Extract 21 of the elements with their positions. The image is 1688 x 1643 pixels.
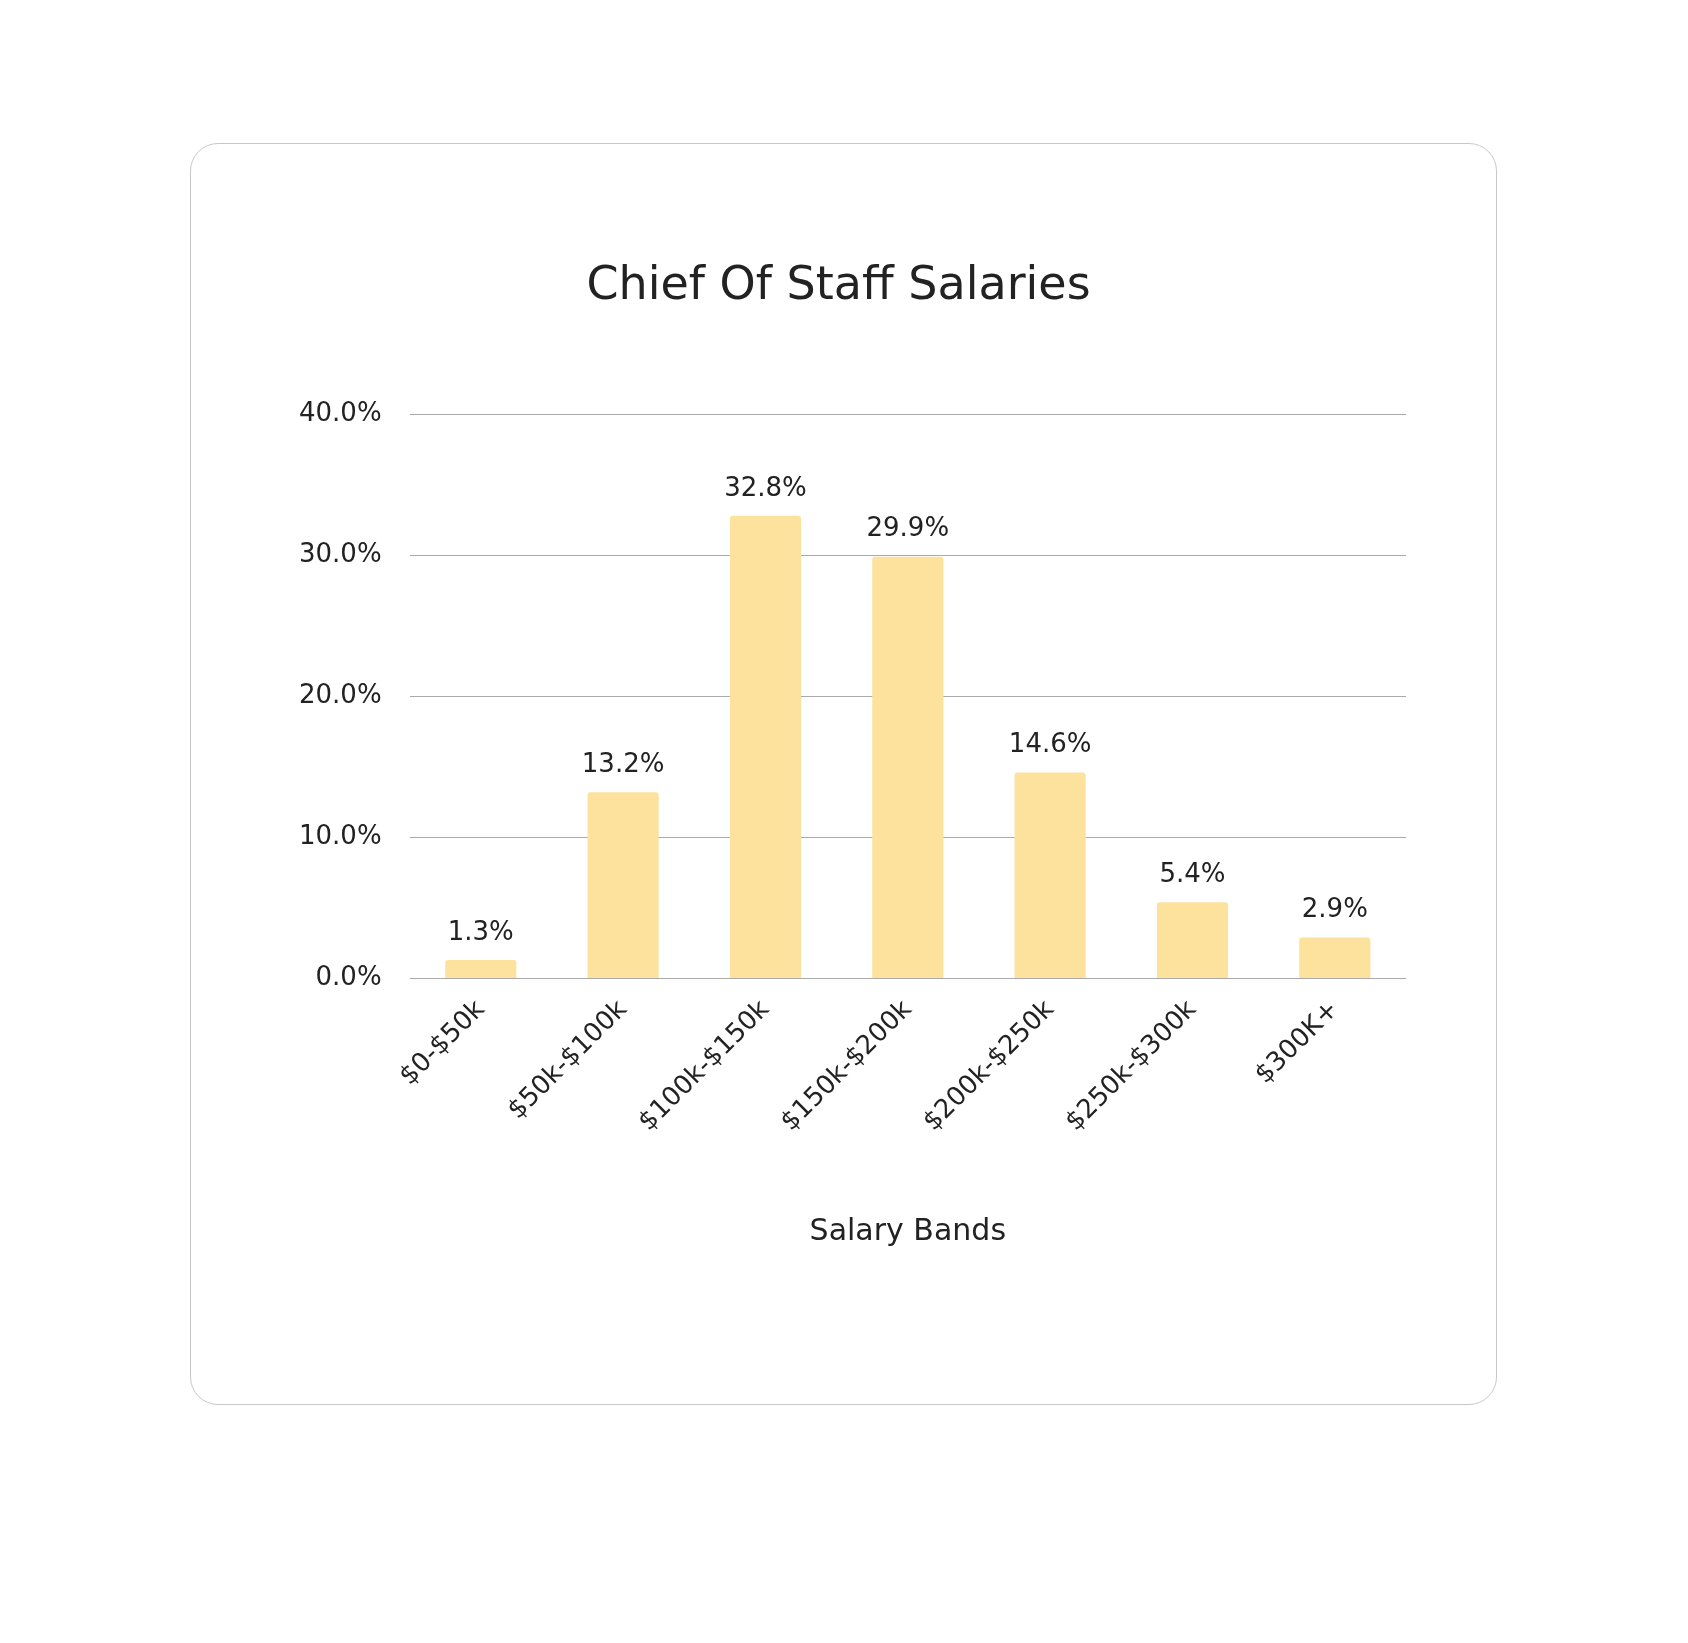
bar: [1299, 937, 1371, 978]
data-label: 2.9%: [1301, 893, 1368, 924]
y-tick-label: 10.0%: [298, 820, 382, 851]
bar: [1014, 772, 1086, 978]
bar: [872, 556, 944, 978]
data-label: 5.4%: [1159, 858, 1226, 889]
data-label: 1.3%: [447, 915, 514, 946]
bar: [587, 792, 659, 978]
bar: [729, 515, 802, 978]
data-label: 32.8%: [724, 471, 807, 502]
y-tick-label: 20.0%: [298, 679, 382, 710]
x-axis-title: Salary Bands: [809, 1211, 1007, 1247]
bar: [1156, 902, 1229, 978]
y-tick-label: 40.0%: [298, 396, 382, 427]
data-label: 29.9%: [866, 512, 950, 543]
y-tick-label: 0.0%: [315, 961, 382, 992]
data-label: 14.6%: [1008, 728, 1092, 759]
data-label: 13.2%: [581, 747, 665, 778]
chart-title: Chief Of Staff Salaries: [586, 255, 1091, 310]
y-tick-label: 30.0%: [298, 538, 382, 569]
bar: [445, 960, 517, 978]
